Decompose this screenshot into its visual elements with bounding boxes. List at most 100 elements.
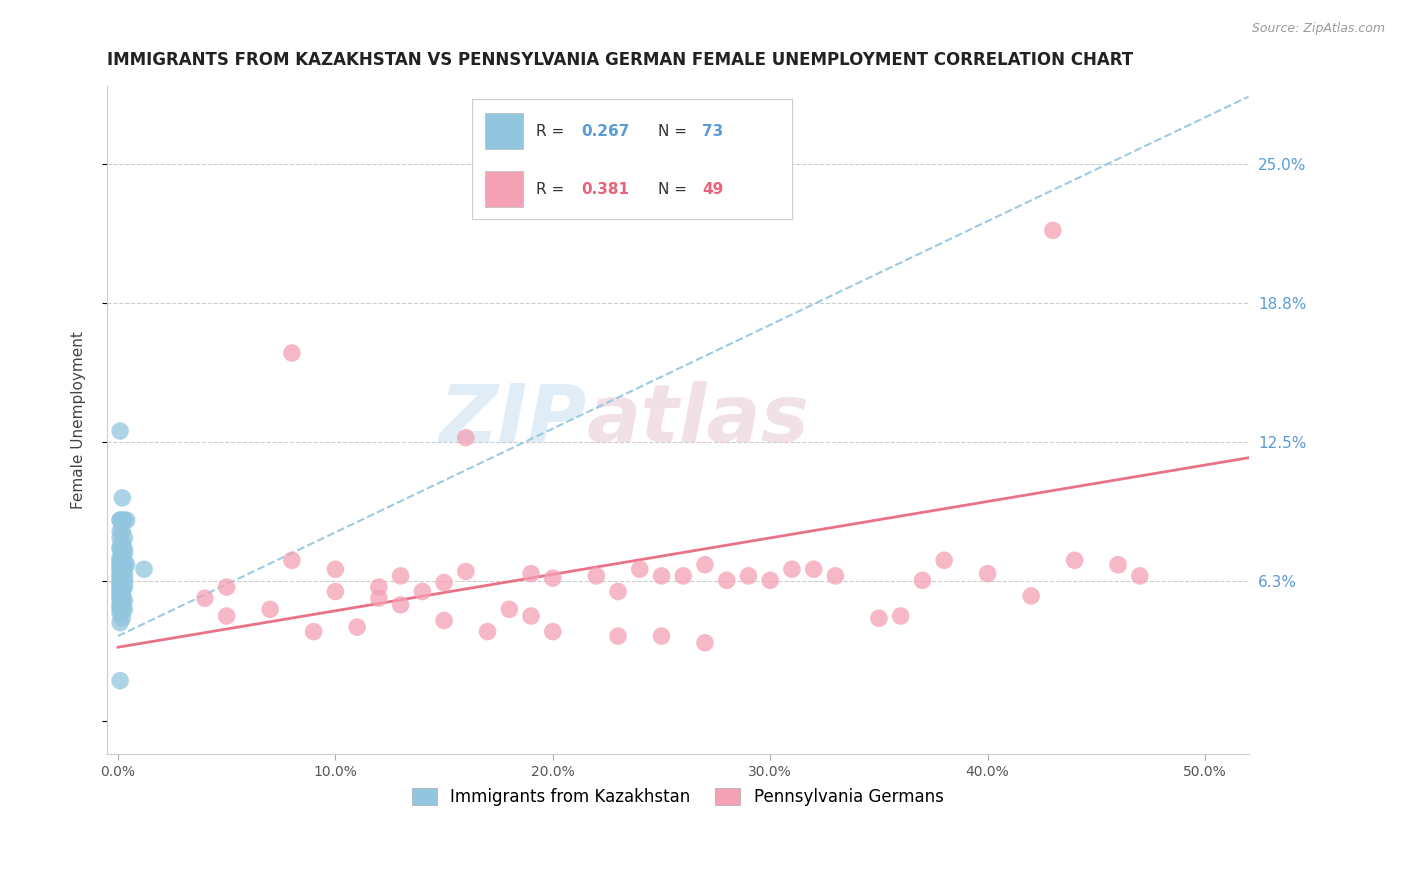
Point [759, 574, 782, 588]
Point [111, 540, 134, 554]
Point [411, 584, 433, 599]
Point [281, 346, 304, 360]
Point [108, 580, 131, 594]
Point [111, 580, 134, 594]
Point [650, 569, 672, 583]
Point [498, 602, 520, 616]
Point [108, 607, 131, 621]
Point [114, 575, 136, 590]
Point [454, 431, 477, 445]
Point [433, 614, 456, 628]
Point [111, 611, 134, 625]
Point [111, 513, 134, 527]
Point [111, 565, 134, 579]
Point [111, 524, 134, 539]
Point [114, 547, 136, 561]
Point [824, 569, 846, 583]
Point [607, 584, 630, 599]
Point [911, 574, 934, 588]
Point [111, 535, 134, 549]
Point [111, 553, 134, 567]
Point [108, 558, 131, 572]
Point [780, 562, 803, 576]
Point [115, 558, 138, 572]
Point [389, 598, 412, 612]
Point [433, 575, 456, 590]
Point [1042, 223, 1064, 237]
Point [693, 636, 716, 650]
Point [111, 566, 134, 581]
Point [259, 602, 281, 616]
Point [111, 547, 134, 561]
Point [114, 571, 136, 585]
Point [868, 611, 890, 625]
Point [803, 562, 825, 576]
Point [108, 513, 131, 527]
Point [108, 531, 131, 545]
Point [346, 620, 368, 634]
Point [108, 562, 131, 576]
Point [108, 524, 131, 539]
Point [114, 513, 136, 527]
Point [111, 582, 134, 597]
Point [108, 565, 131, 579]
Point [108, 673, 131, 688]
Point [108, 587, 131, 601]
Point [520, 609, 543, 624]
Text: IMMIGRANTS FROM KAZAKHSTAN VS PENNSYLVANIA GERMAN FEMALE UNEMPLOYMENT CORRELATIO: IMMIGRANTS FROM KAZAKHSTAN VS PENNSYLVAN… [107, 51, 1133, 69]
Point [215, 609, 238, 624]
Point [1063, 553, 1085, 567]
Point [108, 556, 131, 570]
Point [108, 602, 131, 616]
Point [111, 558, 134, 572]
Point [111, 587, 134, 601]
Point [114, 542, 136, 557]
Point [194, 591, 217, 606]
Text: atlas: atlas [586, 381, 810, 458]
Point [607, 629, 630, 643]
Point [934, 553, 956, 567]
Point [115, 513, 138, 527]
Point [976, 566, 998, 581]
Point [111, 589, 134, 603]
Point [215, 580, 238, 594]
Point [132, 562, 155, 576]
Point [108, 584, 131, 599]
Point [737, 569, 759, 583]
Point [108, 615, 131, 630]
Point [108, 553, 131, 567]
Point [325, 584, 347, 599]
Point [114, 602, 136, 616]
Point [114, 580, 136, 594]
Point [111, 600, 134, 615]
Point [111, 551, 134, 566]
Point [389, 569, 412, 583]
Point [108, 542, 131, 557]
Point [108, 560, 131, 574]
Point [108, 540, 131, 554]
Point [108, 582, 131, 597]
Point [108, 574, 131, 588]
Point [672, 569, 695, 583]
Y-axis label: Female Unemployment: Female Unemployment [72, 331, 86, 508]
Point [111, 578, 134, 592]
Text: ZIP: ZIP [439, 381, 586, 458]
Legend: Immigrants from Kazakhstan, Pennsylvania Germans: Immigrants from Kazakhstan, Pennsylvania… [405, 781, 950, 813]
Point [1129, 569, 1152, 583]
Point [716, 574, 738, 588]
Point [477, 624, 499, 639]
Point [111, 562, 134, 576]
Point [111, 571, 134, 585]
Point [108, 424, 131, 438]
Point [454, 565, 477, 579]
Point [108, 593, 131, 607]
Point [367, 591, 389, 606]
Point [111, 598, 134, 612]
Point [890, 609, 912, 624]
Point [108, 575, 131, 590]
Point [111, 605, 134, 619]
Point [367, 580, 389, 594]
Point [302, 624, 325, 639]
Point [650, 629, 672, 643]
Point [108, 569, 131, 583]
